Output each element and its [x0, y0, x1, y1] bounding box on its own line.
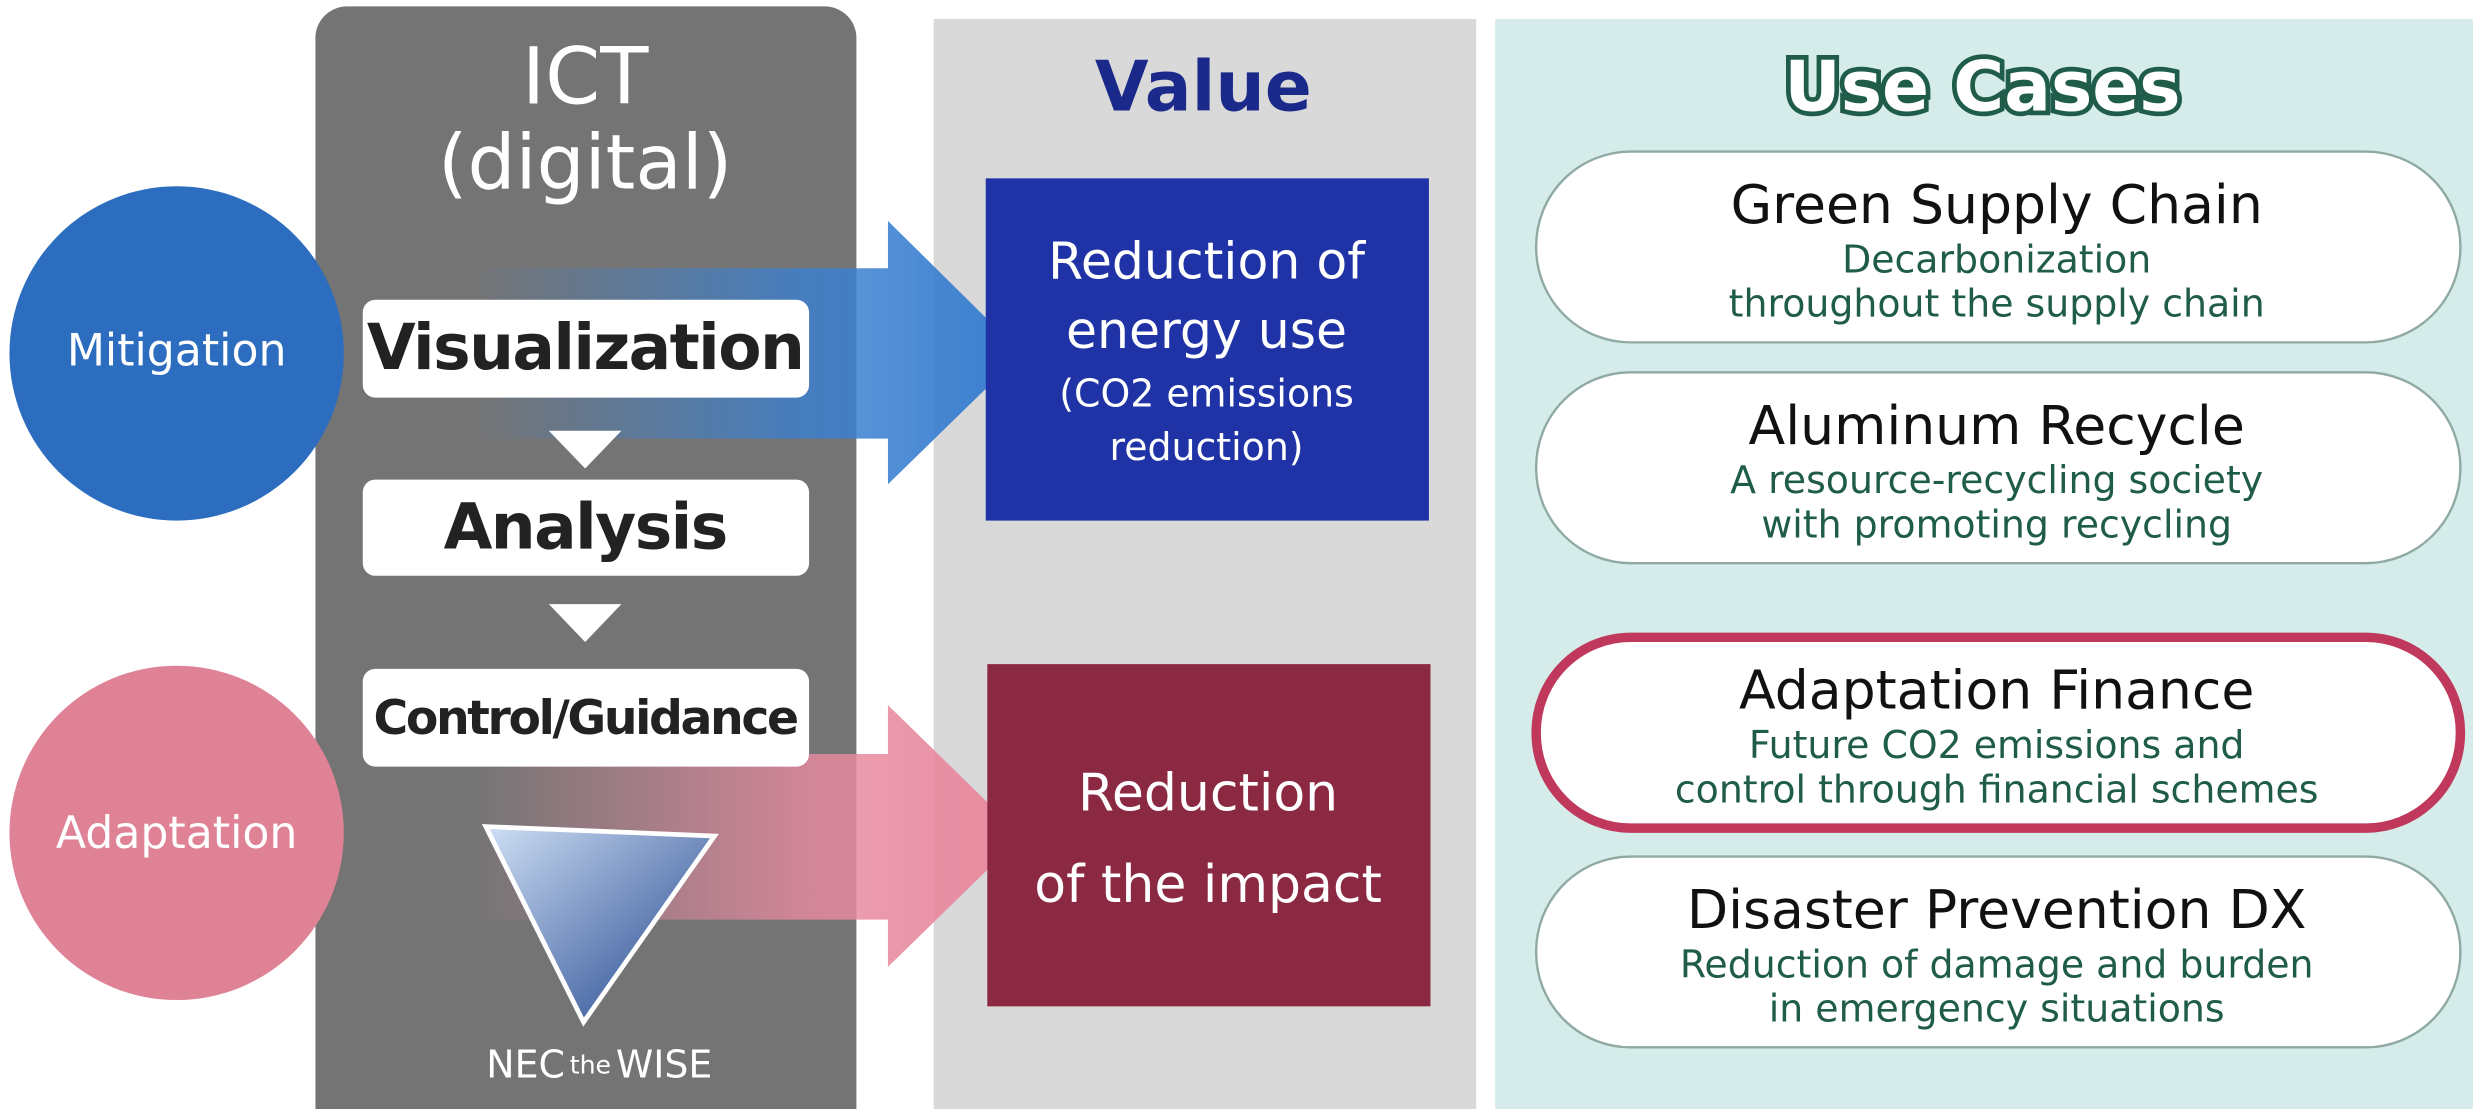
use-cases-title: Use Cases: [1784, 48, 2180, 128]
value-line: Reduction: [1078, 764, 1338, 824]
ict-subtitle: (digital): [438, 118, 732, 206]
logo-text: NEC the WISE: [486, 1042, 712, 1086]
value-box: [987, 664, 1431, 1007]
use-case-line: throughout the supply chain: [1729, 282, 2265, 326]
ict-title: ICT: [522, 31, 649, 123]
adaptation-label: Adaptation: [56, 808, 298, 859]
use-case-line: control through financial schemes: [1675, 767, 2319, 811]
use-case-title: Disaster Prevention DX: [1687, 878, 2307, 941]
value-subline: (CO2 emissions: [1059, 371, 1354, 415]
value-line: energy use: [1066, 301, 1347, 360]
adaptation-circle: [9, 665, 344, 1001]
use-case-line: with promoting recycling: [1761, 502, 2232, 546]
step-label: Visualization: [367, 310, 803, 384]
step-box: [362, 668, 810, 767]
use-case-title: Aluminum Recycle: [1749, 394, 2245, 457]
value-subline: reduction): [1109, 425, 1303, 469]
logo-mark: [481, 824, 719, 1027]
use-case-card: [1534, 371, 2462, 565]
value-line: Reduction of: [1048, 232, 1366, 291]
mitigation-label: Mitigation: [67, 325, 287, 376]
use-case-title: Green Supply Chain: [1731, 173, 2263, 236]
use-case-list: Green Supply ChainDecarbonizationthrough…: [1531, 150, 2466, 1049]
value-title: Value: [1095, 48, 1312, 128]
use-case-card: [1534, 855, 2462, 1049]
step-box: [362, 299, 810, 398]
use-case-line: Future CO2 emissions and: [1749, 723, 2245, 767]
step-label: Control/Guidance: [374, 691, 797, 746]
use-case-card: [1534, 150, 2462, 344]
use-case-line: in emergency situations: [1769, 987, 2225, 1031]
step-arrow: [548, 430, 622, 469]
use-case-line: A resource-recycling society: [1730, 458, 2263, 502]
logo-part: WISE: [616, 1042, 713, 1086]
use-case-title: Adaptation Finance: [1739, 659, 2254, 722]
mitigation-circle: [9, 186, 344, 521]
use-case-line: Reduction of damage and burden: [1680, 942, 2314, 986]
logo-part: NEC: [486, 1042, 565, 1086]
use-case-line: Decarbonization: [1842, 237, 2151, 281]
step-label: Analysis: [444, 490, 727, 564]
value-line: of the impact: [1034, 855, 1382, 915]
value-box: [985, 178, 1429, 521]
logo-part: the: [570, 1050, 611, 1079]
step-box: [362, 479, 810, 576]
step-arrow: [548, 604, 622, 643]
use-case-card: [1531, 632, 2466, 833]
